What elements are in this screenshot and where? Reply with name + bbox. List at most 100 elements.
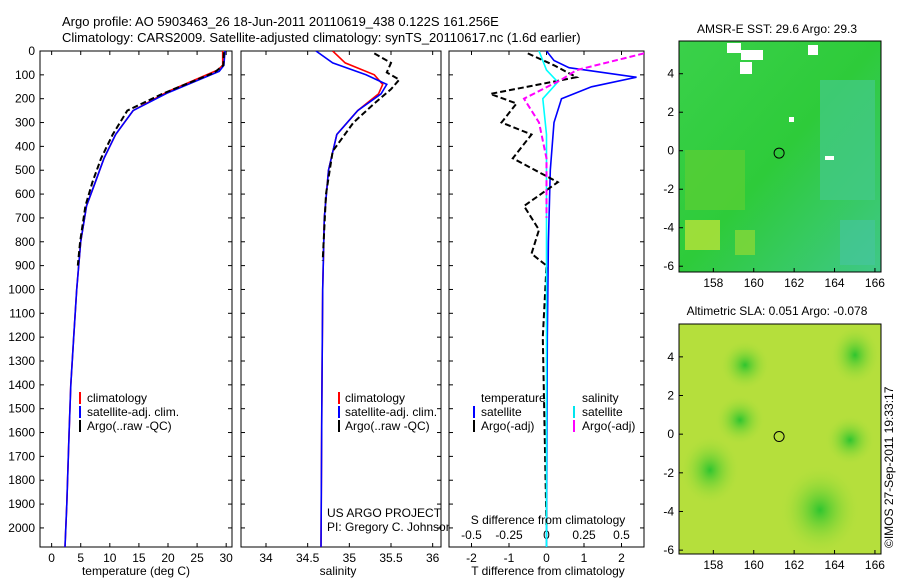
x-tick-label: 15 [132,551,146,565]
sla-map-panel: Altimetric SLA: 0.051 Argo: -0.078 158 16… [663,304,885,572]
map-y-tick-label: -4 [663,504,674,518]
legend-s-satellite: satellite [582,405,623,419]
difference-lines [486,51,644,547]
sst-missing-patch [825,156,834,160]
y-tick-label: 900 [15,259,35,273]
x-tick-label: -2 [466,551,477,565]
map-x-tick-label: 158 [703,558,723,572]
map-x-tick-label: 166 [865,276,885,290]
legend-t-argo: Argo(-adj) [481,419,534,433]
header-line-1: Argo profile: AO 5903463_26 18-Jun-2011 … [62,14,499,29]
y-tick-label: 400 [15,139,35,153]
series-line-argo-raw-qc- [321,52,401,261]
x-tick-label: 30 [220,551,234,565]
x-tick-label: -1 [504,551,515,565]
s-diff-tick-label: -0.5 [461,528,482,542]
x-tick-label: 34 [259,551,273,565]
legend-header-temperature: temperature [481,391,546,405]
series-line-s-satellite [538,51,559,547]
legend-argo: Argo(..raw -QC) [87,419,172,433]
map-y-tick-label: -4 [663,221,674,235]
map-y-tick-label: 4 [667,67,674,81]
y-tick-label: 1900 [8,497,35,511]
series-line-t-satellite [545,51,637,547]
sla-low-patch [720,340,770,390]
map-x-tick-label: 160 [744,558,764,572]
sla-map-axes: 158 160 162 164 166 4 2 0 -2 -4 -6 [663,350,885,572]
sst-missing-patch [808,45,818,55]
sla-map-patches [680,325,880,555]
sst-missing-patch [741,50,763,60]
t-difference-xlabel: T difference from climatology [471,564,625,578]
s-diff-tick-label: 0.25 [572,528,596,542]
x-tick-label: 20 [161,551,175,565]
legend-header-salinity: salinity [582,391,619,405]
x-tick-label: 0 [543,551,550,565]
legend-climatology: climatology [345,391,405,405]
y-tick-label: 1000 [8,282,35,296]
depth-axis: 0 100 200 300 400 500 600 700 800 900 1000 1100 1200… [8,44,232,535]
map-x-tick-label: 162 [784,558,804,572]
y-tick-label: 2000 [8,521,35,535]
sst-missing-patch [740,62,752,74]
series-line-t-argo-adj- [486,52,580,528]
sst-missing-patch [727,43,741,53]
y-tick-label: 600 [15,187,35,201]
sst-map-axes: 158 160 162 164 166 4 2 0 -2 -4 -6 [663,67,885,290]
x-tick-label: 36 [426,551,440,565]
salinity-legend: climatology satellite-adj. clim. Argo(..… [338,391,437,433]
sst-patch [685,220,720,250]
credit-project: US ARGO PROJECT [327,506,442,520]
map-y-tick-label: -6 [663,543,674,557]
map-y-tick-label: 4 [667,350,674,364]
temperature-legend: climatology satellite-adj. clim. Argo(..… [79,391,179,433]
y-tick-label: 500 [15,163,35,177]
y-tick-label: 700 [15,211,35,225]
y-tick-label: 1800 [8,473,35,487]
temperature-x-axis: 0 5 10 15 20 25 30 [48,51,233,565]
y-tick-label: 100 [15,68,35,82]
x-tick-label: 5 [77,551,84,565]
map-y-tick-label: 0 [667,144,674,158]
salinity-plot-frame [240,50,442,548]
sla-map-title: Altimetric SLA: 0.051 Argo: -0.078 [687,304,868,318]
x-tick-label: 2 [618,551,625,565]
temperature-xlabel: temperature (deg C) [82,564,190,578]
legend-t-satellite: satellite [481,405,522,419]
series-line-satellite-adj-clim- [315,51,388,547]
y-tick-label: 800 [15,235,35,249]
salinity-panel: 34 34.5 35 35.5 36 salinity climatology sate… [240,50,452,578]
x-tick-label: 1 [581,551,588,565]
sst-map-patches [685,43,875,265]
map-x-tick-label: 160 [744,276,764,290]
credit-pi: PI: Gregory C. Johnson [327,520,452,534]
map-x-tick-label: 158 [703,276,723,290]
x-tick-label: 34.5 [296,551,320,565]
y-tick-label: 200 [15,92,35,106]
map-x-tick-label: 164 [825,276,845,290]
temperature-panel: 0100200300400500600700800900100011001200… [8,44,233,578]
map-y-tick-label: 2 [667,389,674,403]
sst-map-title: AMSR-E SST: 29.6 Argo: 29.3 [697,22,857,36]
y-tick-label: 1300 [8,354,35,368]
map-y-tick-label: 2 [667,105,674,119]
sla-low-patch [825,415,875,465]
header-line-2: Climatology: CARS2009. Satellite-adjuste… [62,30,581,45]
salinity-lines [315,51,401,547]
x-tick-label: 10 [103,551,117,565]
y-tick-label: 1500 [8,402,35,416]
sst-map-panel: AMSR-E SST: 29.6 Argo: 29.3 158 160 162 164… [663,22,885,290]
difference-y-ticks [449,50,644,529]
sst-patch [840,220,875,265]
sst-patch [685,150,745,210]
legend-climatology: climatology [87,391,147,405]
difference-panel: -2 -1 0 1 2 -0.5 -0.25 0 0.25 0.5 S difference f… [448,50,645,578]
map-y-tick-label: -2 [663,466,674,480]
difference-legend: temperature salinity satellite Argo(-adj… [473,391,635,433]
sla-low-patch [715,395,765,445]
y-tick-label: 1700 [8,449,35,463]
map-y-tick-label: -2 [663,182,674,196]
sst-missing-patch [789,117,794,122]
sst-patch [735,230,755,255]
